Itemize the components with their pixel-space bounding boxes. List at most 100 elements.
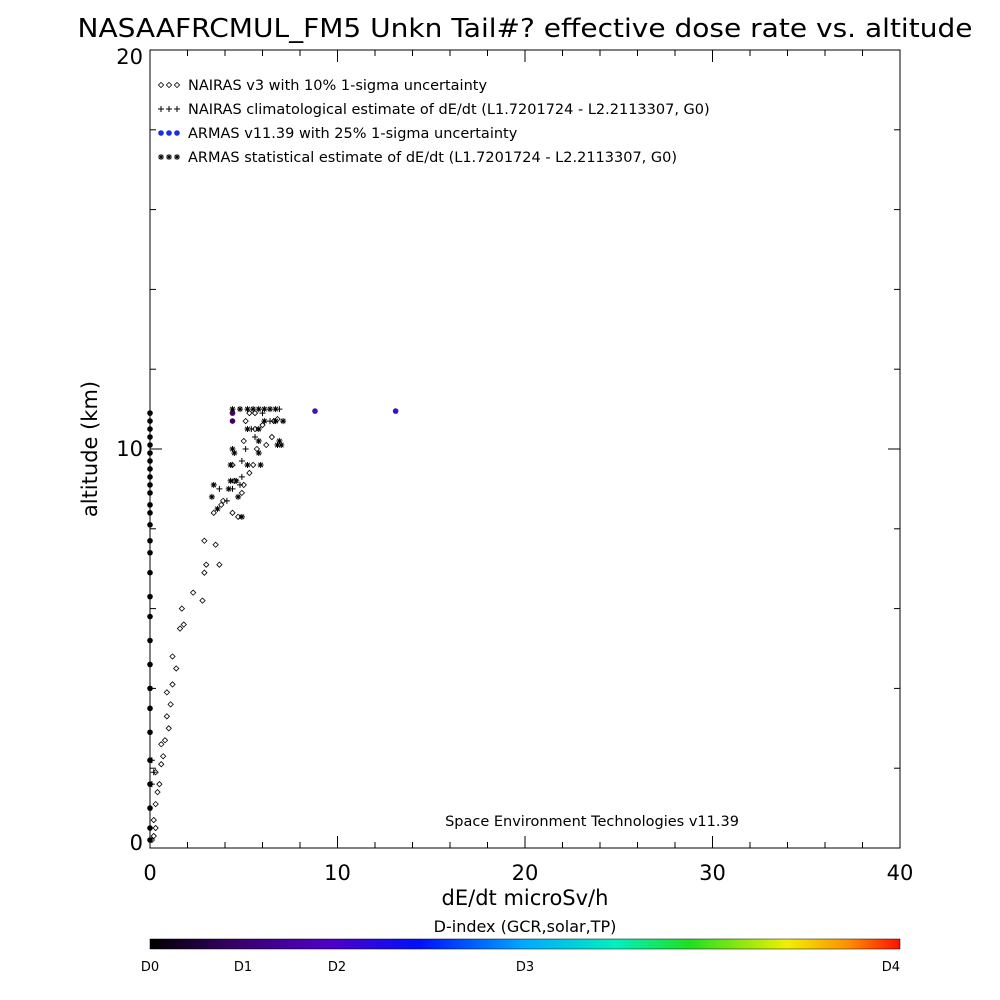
asterisk-marker — [229, 406, 236, 413]
diamond-marker — [169, 681, 176, 688]
plus-marker — [166, 106, 172, 112]
diamond-marker — [150, 832, 157, 840]
dot-marker — [147, 549, 153, 556]
diamond-marker — [234, 513, 242, 520]
diamond-marker — [203, 561, 210, 568]
y-tick-labels: 0 10 20 — [116, 45, 143, 855]
dot-marker — [147, 490, 153, 496]
diamond-marker — [165, 81, 173, 89]
asterisk-marker — [174, 154, 180, 160]
dot-marker — [166, 130, 172, 136]
diamond-marker — [169, 653, 176, 660]
diamond-marker — [201, 537, 208, 544]
diamond-marker — [210, 509, 217, 517]
asterisk-marker — [267, 406, 273, 413]
dot-marker — [147, 593, 153, 600]
legend-label: NAIRAS climatological estimate of dE/dt … — [188, 102, 710, 118]
x-tick-label: 30 — [699, 861, 726, 885]
axis-ticks — [149, 49, 901, 849]
colorbar — [149, 938, 901, 950]
diamond-marker — [249, 461, 257, 469]
x-tick-label: 0 — [143, 861, 156, 885]
diamond-marker — [180, 621, 187, 628]
diamond-marker — [167, 701, 174, 708]
dot-marker — [229, 410, 236, 416]
asterisk-marker — [244, 426, 251, 433]
dot-marker — [147, 805, 153, 811]
asterisk-marker — [255, 438, 262, 445]
diamond-marker — [158, 741, 165, 748]
plus-marker — [150, 769, 157, 776]
colorbar-tick-label: D1 — [234, 960, 252, 975]
diamond-marker — [268, 433, 276, 441]
legend-markers — [157, 81, 181, 160]
asterisk-marker — [244, 406, 251, 413]
diamond-marker — [251, 409, 259, 417]
asterisk-marker — [250, 406, 257, 413]
diamond-marker — [152, 800, 159, 808]
plus-marker — [252, 434, 258, 441]
dot-marker — [147, 825, 153, 831]
asterisk-marker — [214, 505, 221, 512]
diamond-marker — [173, 665, 180, 672]
dot-marker — [158, 130, 164, 136]
plus-marker — [158, 106, 164, 112]
dot-marker — [312, 408, 318, 414]
plus-marker — [238, 473, 245, 480]
asterisk-marker — [238, 513, 245, 520]
dot-marker — [147, 685, 153, 692]
asterisk-marker — [158, 154, 164, 160]
diamond-marker — [246, 409, 253, 417]
diamond-marker — [165, 725, 172, 732]
asterisk-marker — [166, 154, 172, 160]
asterisk-marker — [257, 461, 264, 468]
credit-annotation: Space Environment Technologies v11.39 — [445, 814, 739, 830]
dot-marker — [229, 418, 236, 424]
dot-marker — [147, 466, 153, 472]
colorbar-tick-label: D4 — [882, 960, 900, 975]
plus-marker — [237, 481, 243, 488]
plus-marker — [238, 457, 245, 464]
dot-marker — [147, 458, 153, 464]
colorbar-tick-label: D2 — [328, 960, 346, 975]
diamond-marker — [240, 437, 247, 445]
asterisk-marker — [227, 461, 234, 468]
asterisk-marker — [261, 418, 268, 425]
dot-marker — [147, 757, 153, 764]
y-axis-label: altitude (km) — [78, 381, 102, 517]
asterisk-marker — [255, 426, 262, 433]
asterisk-marker — [274, 442, 281, 449]
dot-marker — [147, 442, 153, 448]
diamond-marker — [150, 816, 157, 824]
diamond-marker — [251, 425, 259, 433]
dot-marker — [147, 837, 153, 843]
dot-marker — [147, 781, 153, 787]
diamond-marker — [156, 780, 163, 788]
dot-marker — [147, 661, 153, 668]
diamond-marker — [161, 737, 169, 744]
diamond-marker — [189, 589, 197, 596]
legend-label: ARMAS v11.39 with 25% 1-sigma uncertaint… — [188, 126, 518, 142]
asterisk-marker — [278, 442, 285, 449]
y-tick-label: 20 — [116, 45, 143, 69]
plus-marker — [216, 485, 223, 492]
asterisk-marker — [261, 406, 268, 413]
diamond-marker — [238, 489, 246, 497]
asterisk-marker — [225, 485, 232, 492]
plot-frame — [149, 49, 901, 849]
dot-marker — [147, 426, 153, 432]
diamond-marker — [246, 469, 253, 477]
dot-marker — [147, 450, 153, 456]
colorbar-tick-label: D3 — [516, 960, 534, 975]
plus-marker — [174, 106, 180, 112]
diamond-marker — [218, 501, 225, 509]
diamond-marker — [163, 713, 171, 720]
diamond-marker — [154, 788, 161, 796]
asterisk-marker — [235, 493, 242, 500]
asterisk-marker — [210, 481, 217, 488]
asterisk-marker — [233, 477, 240, 484]
dot-marker — [147, 510, 153, 516]
x-tick-label: 40 — [887, 861, 914, 885]
plus-marker — [223, 497, 230, 504]
asterisk-marker — [276, 438, 283, 445]
